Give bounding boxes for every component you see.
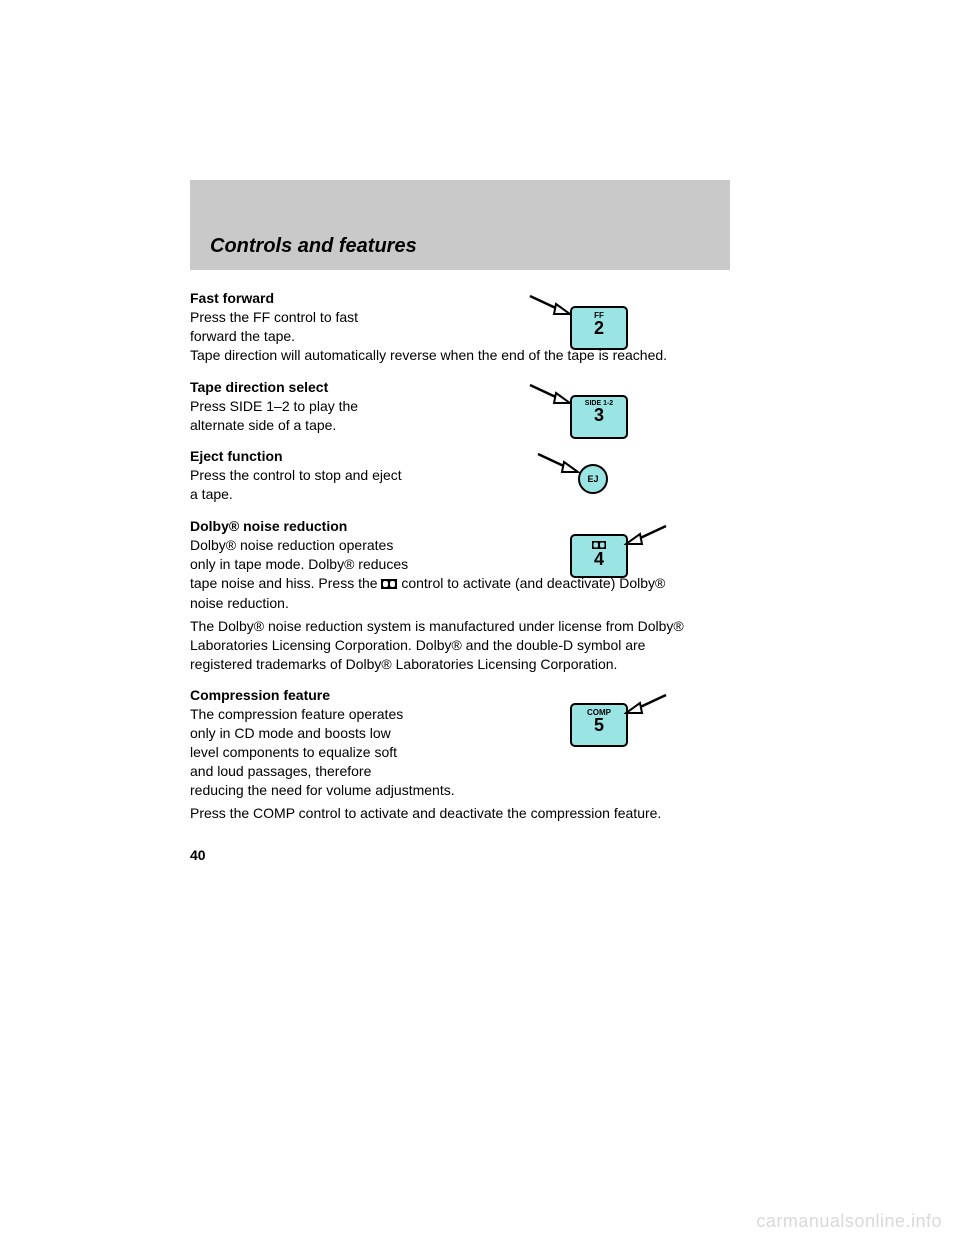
manual-page: Controls and features Fast forward Press… — [190, 180, 760, 863]
compression-section: Compression feature The compression feat… — [190, 687, 730, 822]
tape-direction-title: Tape direction select — [190, 379, 730, 395]
compression-text-4: and loud passages, therefore — [190, 762, 510, 781]
arrow-icon — [528, 292, 568, 308]
side12-button-icon: SIDE 1-2 3 — [570, 395, 628, 439]
dolby-text-2: only in tape mode. Dolby® reduces — [190, 555, 510, 574]
tape-direction-section: Tape direction select Press SIDE 1–2 to … — [190, 379, 730, 435]
arrow-icon — [624, 691, 664, 707]
dolby-button-icon: 4 — [570, 534, 628, 578]
page-number: 40 — [190, 847, 730, 863]
page-content: Fast forward Press the FF control to fas… — [190, 290, 730, 863]
eject-text-1: Press the control to stop and eject — [190, 466, 510, 485]
double-d-icon — [381, 575, 397, 594]
watermark-text: carmanualsonline.info — [756, 1211, 942, 1232]
eject-title: Eject function — [190, 448, 730, 464]
tape-direction-text-2: alternate side of a tape. — [190, 416, 510, 435]
page-title: Controls and features — [210, 235, 417, 258]
fast-forward-title: Fast forward — [190, 290, 730, 306]
eject-text-2: a tape. — [190, 485, 510, 504]
compression-text-3: level components to equalize soft — [190, 743, 510, 762]
fast-forward-text-1: Press the FF control to fast — [190, 308, 510, 327]
compression-text-2: only in CD mode and boosts low — [190, 724, 510, 743]
tape-direction-text-1: Press SIDE 1–2 to play the — [190, 397, 510, 416]
arrow-icon — [624, 522, 664, 538]
ff-button-number: 2 — [572, 319, 626, 337]
compression-text-1: The compression feature operates — [190, 705, 510, 724]
dolby-text-1: Dolby® noise reduction operates — [190, 536, 510, 555]
comp-button-number: 5 — [572, 716, 626, 734]
compression-text-6: Press the COMP control to activate and d… — [190, 804, 700, 823]
fast-forward-text-2: forward the tape. — [190, 327, 510, 346]
arrow-icon — [536, 450, 576, 466]
side12-button-number: 3 — [572, 406, 626, 424]
dolby-text-4: The Dolby® noise reduction system is man… — [190, 617, 700, 674]
page-header: Controls and features — [190, 180, 730, 270]
dolby-text-3a: tape noise and hiss. Press the — [190, 575, 381, 591]
comp-button-icon: COMP 5 — [570, 703, 628, 747]
eject-button-icon: EJ — [578, 464, 608, 494]
fast-forward-section: Fast forward Press the FF control to fas… — [190, 290, 730, 365]
dolby-section: Dolby® noise reduction Dolby® noise redu… — [190, 518, 730, 673]
ff-button-icon: FF 2 — [570, 306, 628, 350]
dolby-text-3: tape noise and hiss. Press the control t… — [190, 574, 700, 613]
dolby-button-number: 4 — [572, 550, 626, 568]
compression-text-5: reducing the need for volume adjustments… — [190, 781, 700, 800]
eject-section: Eject function Press the control to stop… — [190, 448, 730, 504]
arrow-icon — [528, 381, 568, 397]
